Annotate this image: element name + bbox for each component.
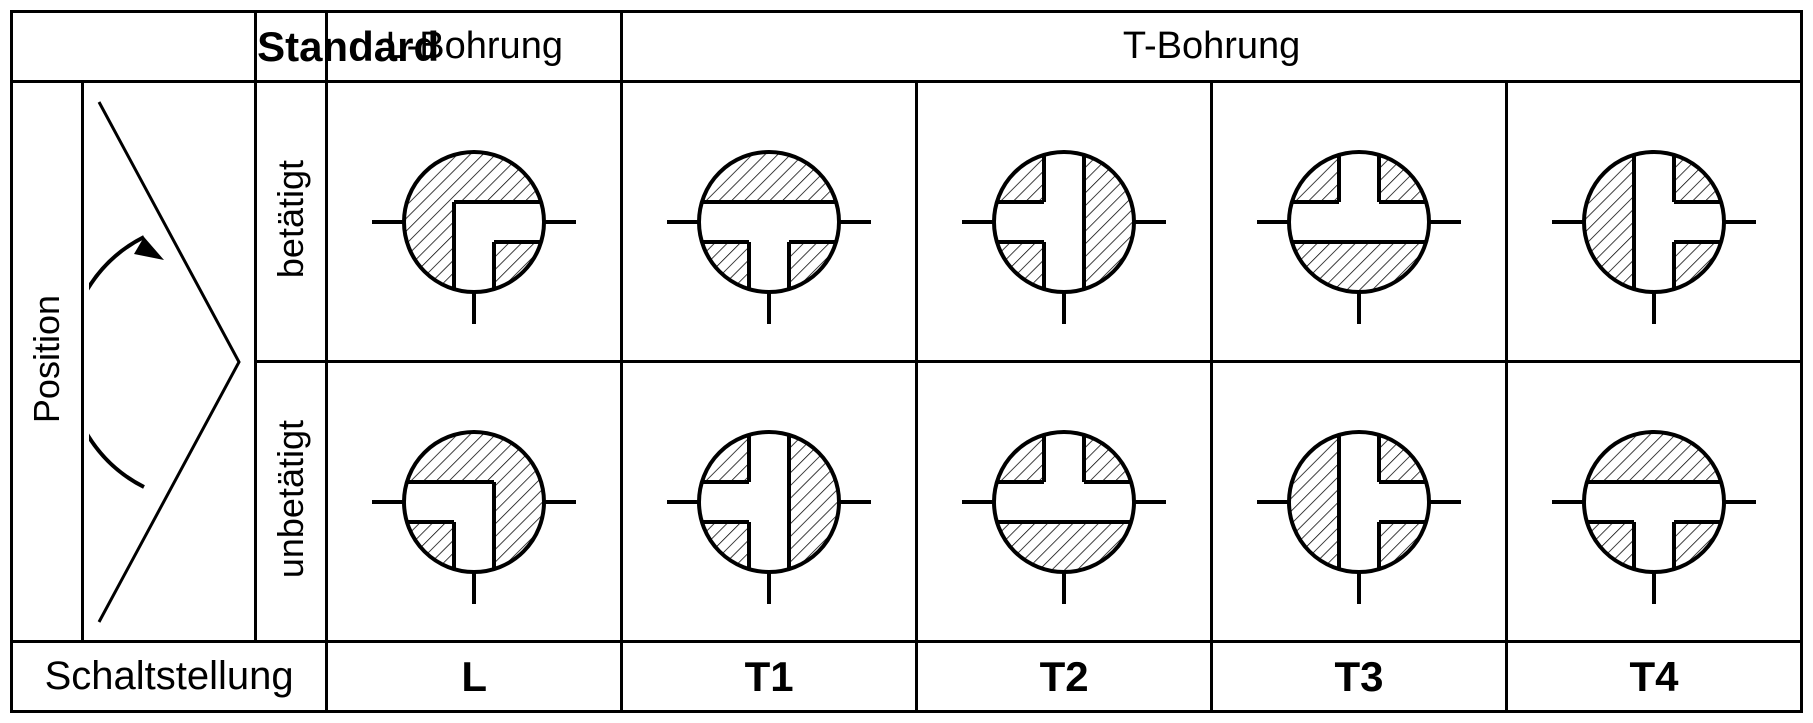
valve-symbol-icon xyxy=(1253,396,1465,608)
footer-col: T1 xyxy=(622,642,917,712)
valve-symbol-icon xyxy=(1548,116,1760,328)
valve-symbol-icon xyxy=(663,396,875,608)
symbol-cell xyxy=(917,82,1212,362)
valve-symbol-icon xyxy=(958,116,1170,328)
symbol-cell xyxy=(622,82,917,362)
valve-symbol-icon xyxy=(663,116,875,328)
footer-col: T2 xyxy=(917,642,1212,712)
symbol-cell xyxy=(622,362,917,642)
footer-label: Schaltstellung xyxy=(12,642,327,712)
position-label: Position xyxy=(26,295,68,423)
valve-symbol-icon xyxy=(368,116,580,328)
valve-symbol-icon xyxy=(368,396,580,608)
footer-col: T3 xyxy=(1212,642,1507,712)
position-label-cell: Position xyxy=(12,82,83,642)
state-betaetigt-cell: betätigt xyxy=(256,82,327,362)
valve-symbol-icon xyxy=(958,396,1170,608)
footer-col: T4 xyxy=(1507,642,1802,712)
symbol-cell xyxy=(917,362,1212,642)
symbol-cell xyxy=(1507,362,1802,642)
symbol-cell xyxy=(327,362,622,642)
footer-col: L xyxy=(327,642,622,712)
symbol-cell xyxy=(327,82,622,362)
header-standard: Standard xyxy=(256,12,327,82)
state-unbetaetigt-cell: unbetätigt xyxy=(256,362,327,642)
state-betaetigt: betätigt xyxy=(270,160,312,278)
valve-symbol-icon xyxy=(1253,116,1465,328)
symbol-cell xyxy=(1212,362,1507,642)
indicator-icon xyxy=(89,92,249,632)
header-blank xyxy=(12,12,256,82)
symbol-cell xyxy=(1212,82,1507,362)
state-unbetaetigt: unbetätigt xyxy=(270,420,312,578)
indicator-cell xyxy=(83,82,256,642)
valve-position-table: Standard L-Bohrung T-Bohrung Position be… xyxy=(10,10,1803,713)
valve-symbol-icon xyxy=(1548,396,1760,608)
symbol-cell xyxy=(1507,82,1802,362)
header-t-bohrung: T-Bohrung xyxy=(622,12,1802,82)
